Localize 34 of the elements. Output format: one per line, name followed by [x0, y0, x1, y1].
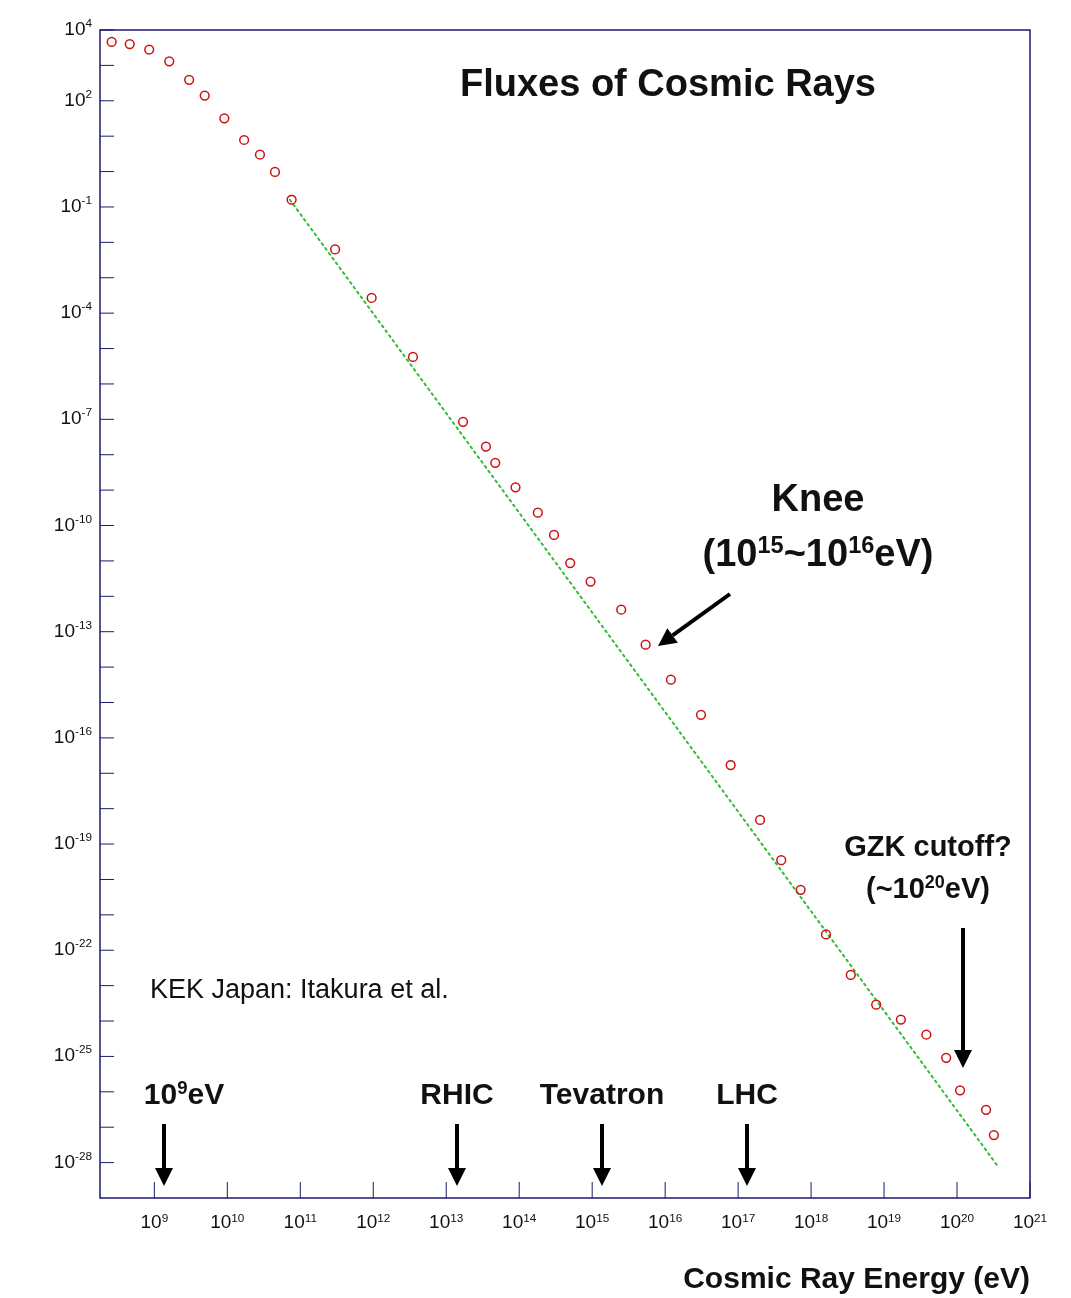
x-tick-label: 10$^{19}$ — [866, 1210, 902, 1232]
y-tick-label: 10$^{-19}$ — [53, 829, 92, 854]
y-tick-label: 10$^{-28}$ — [53, 1148, 93, 1172]
y-tick-label: 10$^{-7}$ — [60, 404, 92, 429]
x-tick-label: 10$^{21}$ — [1012, 1210, 1048, 1232]
x-tick-label: 10$^{11}$ — [283, 1210, 317, 1232]
annotation: 10$^{9}$eV — [143, 1076, 225, 1110]
x-tick-label: 10$^{9}$ — [140, 1210, 169, 1232]
y-tick-label: 10$^{-22}$ — [53, 935, 92, 960]
x-tick-label: 10$^{18}$ — [793, 1210, 829, 1232]
x-axis-title: Cosmic Ray Energy (eV) — [683, 1261, 1030, 1294]
annotation: KEK Japan: Itakura et al. — [150, 974, 449, 1004]
y-tick-label: 10$^{-25}$ — [53, 1042, 93, 1066]
text: Fluxes of Cosmic Rays — [459, 62, 877, 104]
y-tick-label: 10$^{-10}$ — [53, 511, 93, 535]
annotation: GZK cutoff? (~10$^{20}$eV) — [844, 829, 1012, 904]
x-tick-label: 10$^{12}$ — [356, 1210, 391, 1232]
y-tick-label: 10$^{4}$ — [64, 15, 93, 40]
x-tick-label: 10$^{14}$ — [502, 1210, 537, 1232]
annotation: LHC — [716, 1077, 778, 1110]
y-tick-label: 10$^{-4}$ — [60, 298, 93, 323]
y-tick-label: 10$^{-1}$ — [60, 192, 92, 216]
x-tick-label: 10$^{20}$ — [939, 1210, 975, 1232]
y-tick-label: 10$^{2}$ — [64, 86, 92, 110]
annotation: RHIC — [420, 1077, 494, 1110]
annotation: Knee (10$^{15}$~10$^{16}$eV) — [702, 476, 934, 574]
x-tick-label: 10$^{17}$ — [721, 1210, 756, 1232]
x-tick-label: 10$^{10}$ — [210, 1210, 245, 1232]
y-tick-label: 10$^{-16}$ — [53, 723, 93, 747]
y-tick-label: 10$^{-13}$ — [53, 617, 93, 641]
x-tick-label: 10$^{15}$ — [575, 1210, 610, 1232]
x-tick-label: 10$^{13}$ — [429, 1210, 464, 1232]
x-tick-label: 10$^{16}$ — [648, 1210, 683, 1232]
annotation: Tevatron — [539, 1077, 665, 1110]
